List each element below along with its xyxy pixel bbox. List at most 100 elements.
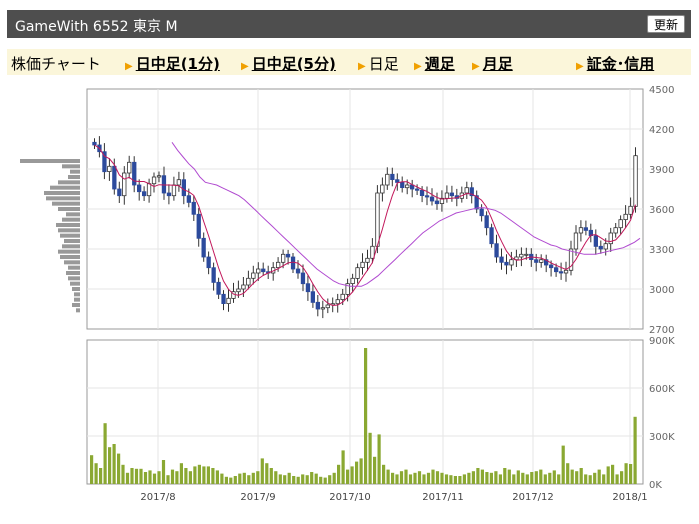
volume-bar bbox=[170, 469, 175, 484]
price-volume-bar bbox=[76, 308, 80, 313]
volume-bar bbox=[188, 471, 192, 484]
candle-body bbox=[107, 165, 112, 173]
volume-bar bbox=[584, 474, 588, 484]
x-tick-label: 2017/10 bbox=[329, 492, 371, 503]
volume-bar bbox=[206, 466, 210, 484]
nav-weekly[interactable]: ▶ 週足 bbox=[414, 55, 455, 73]
x-tick-label: 2017/8 bbox=[140, 492, 175, 503]
candle-body bbox=[499, 256, 504, 263]
arrow-right-icon: ▶ bbox=[576, 61, 584, 72]
volume-bar bbox=[328, 475, 332, 484]
volume-bar bbox=[341, 450, 345, 484]
volume-bar bbox=[539, 469, 543, 484]
volume-bar bbox=[287, 472, 291, 484]
volume-bar bbox=[90, 455, 94, 484]
price-volume-bar bbox=[72, 287, 80, 291]
candle-body bbox=[156, 175, 162, 178]
candle-body bbox=[608, 232, 613, 245]
candle-body bbox=[573, 232, 579, 250]
volume-bar bbox=[624, 463, 628, 484]
volume-bar bbox=[103, 423, 107, 484]
volume-bar bbox=[525, 474, 529, 484]
volume-bar bbox=[426, 472, 431, 484]
volume-bar bbox=[175, 471, 179, 484]
volume-bar bbox=[395, 474, 399, 484]
volume-bar bbox=[117, 453, 121, 484]
arrow-right-icon: ▶ bbox=[241, 61, 249, 72]
candle-body bbox=[241, 284, 246, 290]
candle-body bbox=[236, 288, 241, 293]
volume-bar bbox=[633, 416, 637, 484]
nav-intraday-1min[interactable]: ▶ 日中足(1分) bbox=[125, 55, 220, 73]
candle-body bbox=[171, 184, 177, 197]
nav-intraday-5min[interactable]: ▶ 日中足(5分) bbox=[241, 55, 336, 73]
x-tick-label: 2017/11 bbox=[422, 492, 464, 503]
refresh-button[interactable]: 更新 bbox=[646, 15, 685, 33]
volume-bar bbox=[534, 471, 538, 484]
price-volume-bar bbox=[58, 207, 80, 211]
candle-body bbox=[246, 277, 251, 286]
volume-bar bbox=[377, 434, 381, 484]
candle-body bbox=[628, 205, 633, 215]
volume-bar bbox=[346, 469, 350, 484]
volume-bar bbox=[548, 472, 552, 484]
price-volume-bar bbox=[62, 217, 80, 222]
volume-bar bbox=[593, 472, 597, 484]
candle-body bbox=[385, 173, 390, 186]
candle-body bbox=[524, 253, 529, 256]
volume-bar bbox=[453, 476, 457, 484]
volume-bar bbox=[112, 444, 116, 484]
volume-bar bbox=[233, 476, 237, 484]
candle-body bbox=[186, 195, 192, 203]
price-volume-bar bbox=[66, 271, 80, 275]
price-tick-label: 3900 bbox=[649, 165, 674, 176]
volume-bar bbox=[557, 474, 561, 484]
volume-bar bbox=[386, 469, 390, 484]
candle-body bbox=[464, 187, 469, 194]
candle-body bbox=[355, 267, 360, 279]
ma-short-line bbox=[94, 144, 636, 307]
candle-body bbox=[350, 277, 355, 284]
candle-body bbox=[261, 268, 266, 273]
candle-body bbox=[534, 259, 539, 263]
arrow-right-icon: ▶ bbox=[414, 61, 422, 72]
volume-tick-label: 0K bbox=[649, 480, 662, 491]
arrow-right-icon: ▶ bbox=[358, 61, 366, 72]
volume-bar bbox=[530, 472, 534, 484]
volume-bar bbox=[224, 476, 228, 484]
candle-body bbox=[598, 245, 603, 250]
candle-body bbox=[117, 188, 122, 197]
volume-bar bbox=[157, 471, 161, 484]
volume-bar bbox=[444, 474, 449, 484]
volume-bar bbox=[440, 472, 444, 484]
candle-body bbox=[201, 237, 206, 258]
volume-bar bbox=[314, 473, 318, 484]
candle-body bbox=[151, 176, 157, 185]
price-tick-label: 2700 bbox=[649, 325, 674, 336]
price-volume-bar bbox=[68, 265, 80, 270]
candle-body bbox=[449, 192, 455, 197]
volume-bar bbox=[152, 473, 157, 484]
volume-bar bbox=[108, 447, 112, 484]
volume-bar bbox=[247, 475, 251, 484]
price-volume-bar bbox=[62, 244, 80, 249]
candle-body bbox=[429, 196, 435, 202]
candle-body bbox=[593, 235, 598, 247]
nav-margin-credit[interactable]: ▶ 証金･信用 bbox=[576, 55, 655, 73]
price-tick-label: 3000 bbox=[649, 285, 674, 296]
candle-body bbox=[275, 261, 281, 268]
price-volume-bar bbox=[46, 196, 80, 201]
nav-monthly[interactable]: ▶ 月足 bbox=[472, 55, 513, 73]
candle-body bbox=[216, 281, 221, 295]
price-volume-bar bbox=[74, 297, 80, 302]
page-title: GameWith 6552 東京 M bbox=[15, 19, 178, 35]
volume-bar bbox=[283, 475, 287, 484]
candle-body bbox=[405, 184, 410, 189]
candle-body bbox=[633, 155, 638, 207]
price-volume-bar bbox=[44, 191, 80, 195]
candle-body bbox=[305, 283, 311, 293]
candle-body bbox=[390, 173, 395, 181]
arrow-right-icon: ▶ bbox=[472, 61, 480, 72]
volume-bar bbox=[278, 474, 282, 484]
volume-bar bbox=[503, 468, 507, 484]
